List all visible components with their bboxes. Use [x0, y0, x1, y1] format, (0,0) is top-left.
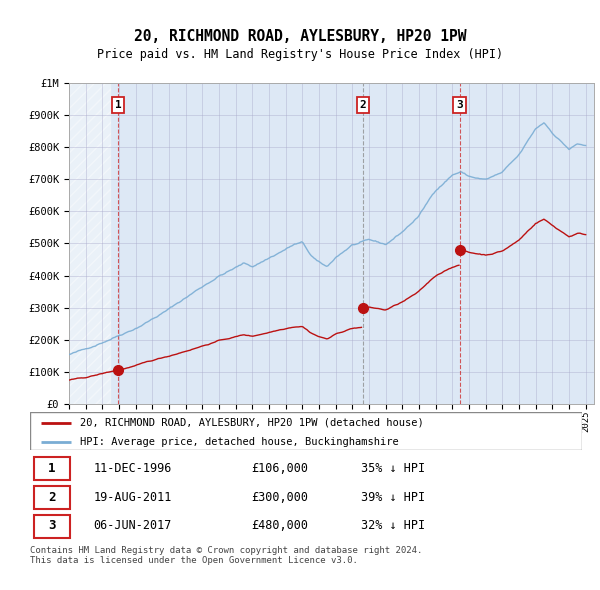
- Text: 06-JUN-2017: 06-JUN-2017: [94, 519, 172, 532]
- Text: £300,000: £300,000: [251, 490, 308, 503]
- Text: 39% ↓ HPI: 39% ↓ HPI: [361, 490, 425, 503]
- Bar: [69, 83, 110, 404]
- Text: 3: 3: [456, 100, 463, 110]
- Text: HPI: Average price, detached house, Buckinghamshire: HPI: Average price, detached house, Buck…: [80, 437, 398, 447]
- Text: 32% ↓ HPI: 32% ↓ HPI: [361, 519, 425, 532]
- Text: 20, RICHMOND ROAD, AYLESBURY, HP20 1PW (detached house): 20, RICHMOND ROAD, AYLESBURY, HP20 1PW (…: [80, 418, 424, 428]
- Text: £106,000: £106,000: [251, 462, 308, 475]
- Text: 2: 2: [359, 100, 366, 110]
- FancyBboxPatch shape: [34, 514, 70, 538]
- Text: Price paid vs. HM Land Registry's House Price Index (HPI): Price paid vs. HM Land Registry's House …: [97, 48, 503, 61]
- Text: 11-DEC-1996: 11-DEC-1996: [94, 462, 172, 475]
- Text: 2: 2: [49, 490, 56, 503]
- Text: Contains HM Land Registry data © Crown copyright and database right 2024.
This d: Contains HM Land Registry data © Crown c…: [30, 546, 422, 565]
- Text: 3: 3: [49, 519, 56, 532]
- Text: 35% ↓ HPI: 35% ↓ HPI: [361, 462, 425, 475]
- Text: 19-AUG-2011: 19-AUG-2011: [94, 490, 172, 503]
- FancyBboxPatch shape: [34, 457, 70, 480]
- Text: 1: 1: [49, 462, 56, 475]
- Text: 20, RICHMOND ROAD, AYLESBURY, HP20 1PW: 20, RICHMOND ROAD, AYLESBURY, HP20 1PW: [134, 29, 466, 44]
- Text: 1: 1: [115, 100, 122, 110]
- FancyBboxPatch shape: [34, 486, 70, 509]
- Text: £480,000: £480,000: [251, 519, 308, 532]
- FancyBboxPatch shape: [30, 412, 582, 450]
